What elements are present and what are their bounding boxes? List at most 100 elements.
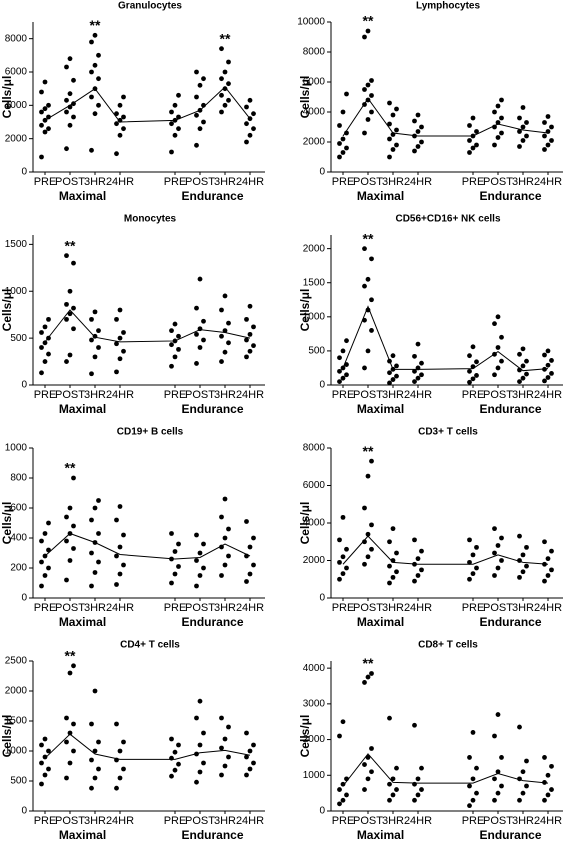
data-point	[412, 797, 417, 803]
data-point	[412, 578, 417, 584]
data-point	[362, 680, 367, 685]
data-point	[247, 544, 253, 550]
data-point	[365, 674, 371, 680]
data-point	[545, 556, 551, 562]
data-point	[222, 496, 228, 502]
x-tick-label: 3HR	[382, 815, 404, 827]
data-point	[194, 779, 199, 785]
data-point	[172, 117, 178, 123]
data-point	[64, 577, 69, 583]
y-tick-label: 8000	[303, 47, 326, 58]
data-point	[92, 570, 98, 575]
data-point	[499, 115, 504, 121]
data-point	[169, 363, 174, 369]
data-point	[365, 755, 371, 760]
data-point	[394, 787, 399, 792]
x-tick-label: 3HR	[512, 815, 534, 827]
data-point	[412, 133, 417, 139]
data-point	[549, 124, 554, 130]
data-point	[71, 663, 76, 669]
data-point	[197, 107, 203, 113]
data-point	[337, 801, 342, 807]
data-point	[542, 561, 547, 567]
group-label: Maximal	[357, 402, 404, 416]
data-point	[197, 698, 203, 704]
data-point	[492, 372, 497, 378]
data-point	[365, 82, 371, 88]
data-point	[197, 82, 203, 88]
data-point	[412, 781, 417, 787]
x-tick-label: 24HR	[236, 176, 264, 188]
data-point	[117, 748, 123, 754]
data-point	[517, 558, 522, 563]
data-point	[194, 69, 199, 75]
data-point	[197, 742, 203, 748]
data-point	[390, 558, 396, 563]
data-point	[247, 303, 253, 309]
data-point	[340, 797, 346, 803]
data-point	[114, 341, 119, 347]
data-point	[390, 377, 396, 382]
data-point	[520, 363, 526, 369]
data-point	[369, 297, 374, 303]
data-point	[71, 260, 76, 266]
data-point	[524, 371, 529, 377]
group-label: Maximal	[357, 189, 404, 203]
data-point	[390, 366, 396, 372]
data-point	[114, 757, 119, 763]
data-point	[71, 546, 76, 551]
data-point	[344, 792, 349, 798]
y-tick-label: 800	[10, 473, 27, 484]
data-point	[46, 316, 51, 322]
data-point	[247, 116, 253, 122]
data-point	[169, 736, 174, 742]
x-tick-label: PRE	[34, 176, 57, 188]
x-tick-label: 24HR	[236, 389, 264, 401]
data-point	[194, 112, 199, 118]
data-point	[390, 526, 396, 532]
data-point	[169, 121, 174, 127]
y-tick-label: 0	[319, 380, 325, 391]
group-label: Maximal	[59, 828, 106, 842]
data-point	[337, 537, 342, 543]
data-point	[495, 345, 501, 350]
group-label: Maximal	[357, 828, 404, 842]
data-point	[344, 130, 349, 136]
data-point	[474, 790, 479, 796]
data-point	[42, 772, 48, 778]
data-point	[67, 104, 73, 110]
data-point	[415, 375, 421, 381]
x-tick-label: POST	[353, 602, 383, 614]
data-point	[470, 730, 476, 735]
x-tick-label: PRE	[462, 389, 485, 401]
x-tick-label: PRE	[34, 389, 57, 401]
data-point	[412, 561, 417, 567]
data-point	[517, 351, 522, 357]
data-point	[365, 531, 371, 537]
panel: Granulocytes Cells/μl 0 2000 4000 6000 8000 PRE…	[0, 1, 265, 203]
data-point	[542, 133, 547, 139]
data-point	[344, 362, 349, 367]
data-point	[362, 561, 367, 567]
y-tick-label: 4000	[303, 518, 326, 529]
data-point	[67, 730, 73, 736]
data-point	[390, 776, 396, 782]
data-point	[495, 543, 501, 548]
x-tick-label: 3HR	[512, 176, 534, 188]
x-tick-label: 3HR	[84, 176, 106, 188]
data-point	[67, 352, 73, 358]
data-point	[121, 348, 126, 354]
y-tick-label: 1500	[5, 239, 28, 250]
data-point	[492, 321, 497, 327]
data-point	[46, 351, 51, 357]
significance-label: **	[65, 460, 76, 476]
data-point	[46, 114, 51, 120]
data-point	[549, 371, 554, 376]
data-point	[369, 328, 374, 333]
data-point	[71, 748, 76, 754]
y-axis-label: Cells/μl	[298, 502, 312, 545]
data-point	[499, 358, 504, 364]
data-point	[337, 368, 342, 374]
data-point	[340, 109, 346, 115]
y-tick-label: 2000	[5, 686, 28, 697]
